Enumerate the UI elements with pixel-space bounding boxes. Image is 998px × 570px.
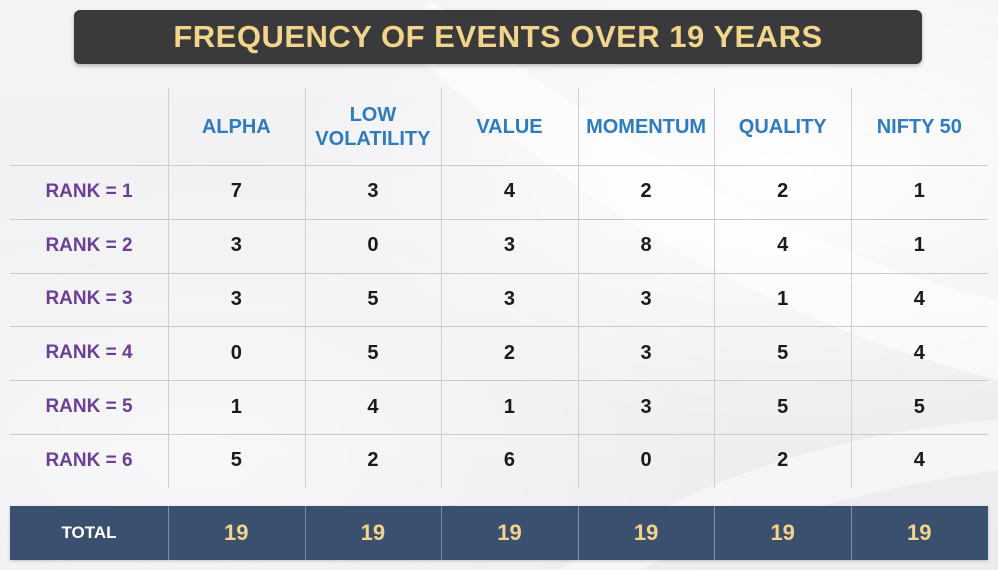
table-cell: 5 (777, 395, 789, 418)
total-value: 19 (224, 520, 249, 545)
total-value: 19 (770, 520, 795, 545)
header-divider (10, 165, 988, 166)
column-header: NIFTY 50 (851, 88, 988, 165)
row-divider (10, 380, 988, 382)
column-divider (714, 88, 716, 488)
table-cell: 3 (503, 234, 516, 257)
row-label: RANK = 4 (45, 342, 133, 364)
table-cell: 8 (640, 234, 652, 257)
row-label: RANK = 2 (45, 234, 133, 256)
column-divider (441, 88, 443, 488)
table-cell: 0 (230, 341, 242, 364)
total-value: 19 (360, 520, 386, 545)
row-divider (10, 326, 988, 328)
table-cell: 5 (367, 287, 379, 310)
table-cell: 5 (230, 449, 242, 472)
column-divider (168, 88, 169, 488)
column-header: QUALITY (714, 88, 851, 165)
title-bar: FREQUENCY OF EVENTS OVER 19 YEARS (74, 10, 922, 64)
table-cell: 3 (640, 287, 652, 310)
column-header-label: NIFTY 50 (877, 115, 962, 139)
table-cell: 4 (913, 341, 925, 364)
table-cell: 4 (367, 395, 379, 418)
row-label: RANK = 6 (45, 449, 133, 471)
column-header-line: VOLATILITY (315, 127, 431, 150)
table-cell: 0 (367, 234, 379, 257)
total-label: TOTAL (61, 523, 117, 542)
column-header-line: LOW (349, 103, 397, 126)
column-divider (577, 88, 579, 488)
table-cell: 1 (913, 180, 925, 203)
row-divider (10, 434, 988, 435)
total-value: 19 (633, 520, 659, 545)
total-value: 19 (907, 520, 932, 545)
total-divider (851, 506, 852, 560)
table-cell: 2 (367, 449, 379, 472)
column-header-label: ALPHA (202, 115, 271, 139)
column-header-label: QUALITY (739, 115, 827, 139)
row-divider (10, 272, 988, 274)
total-row: TOTAL 19 19 19 19 19 19 (10, 506, 988, 560)
column-header-line: ALPHA (201, 115, 271, 138)
column-header-line: NIFTY 50 (876, 115, 962, 138)
table-cell: 1 (913, 234, 925, 257)
table-cell: 3 (367, 180, 379, 203)
table-cell: 5 (913, 395, 925, 418)
table-cell: 4 (913, 287, 925, 310)
column-divider (851, 88, 852, 488)
table-cell: 3 (640, 395, 652, 418)
total-value: 19 (497, 520, 522, 545)
table-cell: 6 (503, 449, 516, 472)
column-header-label: MOMENTUM (586, 115, 706, 139)
column-header-line: QUALITY (738, 115, 827, 138)
column-header: VALUE (441, 88, 578, 165)
column-header: MOMENTUM (578, 88, 715, 165)
table-cell: 1 (777, 287, 789, 310)
table-cell: 0 (640, 449, 652, 472)
column-header-label: VALUE (476, 115, 542, 139)
table-cell: 2 (777, 449, 789, 472)
total-divider (714, 506, 716, 560)
table-cell: 2 (777, 180, 789, 203)
table-cell: 3 (230, 287, 242, 310)
row-label: RANK = 5 (45, 396, 133, 418)
table-cell: 3 (640, 341, 652, 364)
total-divider (441, 506, 443, 560)
table-cell: 2 (640, 180, 652, 203)
table-cell: 4 (913, 449, 925, 472)
table-cell: 7 (230, 180, 242, 203)
table-cell: 5 (777, 341, 789, 364)
column-header-line: MOMENTUM (586, 115, 707, 138)
table-cell: 5 (367, 341, 379, 364)
row-divider (10, 218, 988, 220)
frequency-table: ALPHA LOW VOLATILITY VALUE MOMENTUM QUALITY NI… (10, 88, 988, 488)
chart-title: FREQUENCY OF EVENTS OVER 19 YEARS (173, 19, 823, 54)
column-header-label: LOW VOLATILITY (315, 103, 430, 151)
table-cell: 4 (503, 180, 516, 203)
total-divider (577, 506, 579, 560)
table-cell: 1 (230, 395, 242, 418)
total-divider (168, 506, 169, 560)
total-divider (304, 506, 306, 560)
table-cell: 3 (503, 287, 516, 310)
row-label: RANK = 1 (45, 180, 133, 202)
column-header: LOW VOLATILITY (305, 88, 442, 165)
column-divider (304, 88, 306, 488)
column-header: ALPHA (168, 88, 305, 165)
table-cell: 3 (230, 234, 242, 257)
table-cell: 2 (503, 341, 516, 364)
column-header-line: VALUE (476, 115, 543, 138)
table-cell: 4 (777, 234, 789, 257)
table-cell: 1 (503, 395, 516, 418)
row-label: RANK = 3 (45, 288, 133, 310)
